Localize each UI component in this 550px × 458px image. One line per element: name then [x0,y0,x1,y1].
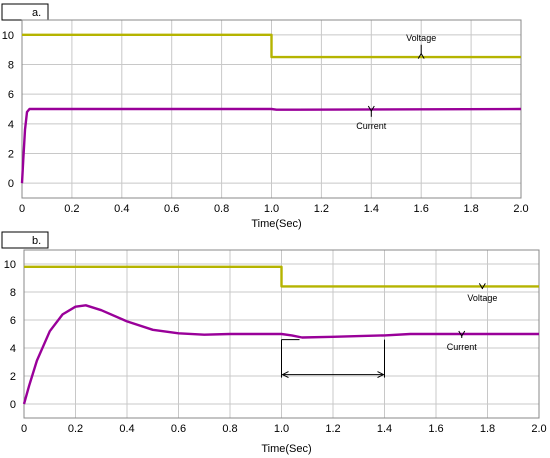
series-line-current [22,304,539,405]
x-tick-label: 1.6 [414,203,429,215]
x-tick-label: 0.8 [222,423,237,435]
x-tick-label: 1.4 [377,423,392,435]
x-tick-label: 1.0 [264,203,279,215]
annotation-arrowhead [478,283,486,290]
annotation-arrowhead [367,105,375,112]
time-bracket [281,339,385,379]
y-tick-label: 4 [8,119,14,131]
annotation-label-current: Current [356,121,387,131]
x-tick-label: 0 [19,203,25,215]
panel-label: a. [32,7,41,19]
chart-panel-a: a. 0 0.2 0.4 0.6 0.8 1.0 1.2 1.4 1.6 1.8 2.0 0 2 4 6 8 10… [1,3,529,230]
x-axis-label: Time(Sec) [261,443,311,455]
annotation-label-voltage: Voltage [406,33,436,43]
x-tick-label: 1.2 [325,423,340,435]
x-tick-label: 0.6 [164,203,179,215]
x-tick-label: 1.8 [463,203,478,215]
x-tick-label: 0 [21,423,27,435]
series-line-voltage [24,265,539,288]
x-tick-label: 1.4 [364,203,379,215]
y-tick-label: 10 [4,259,16,271]
y-tick-label: 4 [10,343,16,355]
x-tick-label: 2.0 [531,423,546,435]
bracket-arrowhead-right [377,371,385,379]
panel-label-box [1,231,49,249]
y-tick-label: 2 [8,149,14,161]
y-tick-label: 10 [2,30,14,42]
y-tick-label: 8 [10,287,16,299]
x-tick-label: 0.4 [114,203,129,215]
annotation-arrowhead [458,330,466,337]
y-tick-label: 0 [8,178,14,190]
x-tick-label: 1.8 [480,423,495,435]
x-tick-label: 2.0 [513,203,528,215]
x-tick-label: 1.2 [314,203,329,215]
x-tick-label: 0.2 [64,203,79,215]
panel-label: b. [32,235,41,247]
y-tick-label: 6 [10,315,16,327]
x-tick-label: 0.8 [214,203,229,215]
annotation-label-voltage: Voltage [467,293,497,303]
y-tick-label: 0 [10,399,16,411]
y-tick-label: 8 [8,60,14,72]
x-tick-label: 0.6 [171,423,186,435]
x-tick-label: 0.4 [119,423,134,435]
annotation-label-current: Current [447,342,478,352]
y-tick-label: 2 [10,371,16,383]
x-tick-label: 0.2 [68,423,83,435]
series-line-voltage [22,33,521,59]
annotation-arrowhead [417,52,425,59]
chart-panel-b: b. 0 0.2 0.4 0.6 0.8 1.0 1.2 1.4 1.6 1.8 2.0 0 2 4 6 8 10… [1,231,547,455]
bracket-arrowhead-left [281,371,289,379]
x-tick-label: 1.0 [274,423,289,435]
x-axis-label: Time(Sec) [251,218,301,230]
y-tick-label: 6 [8,89,14,101]
x-tick-label: 1.6 [428,423,443,435]
series-line-current [20,107,522,184]
